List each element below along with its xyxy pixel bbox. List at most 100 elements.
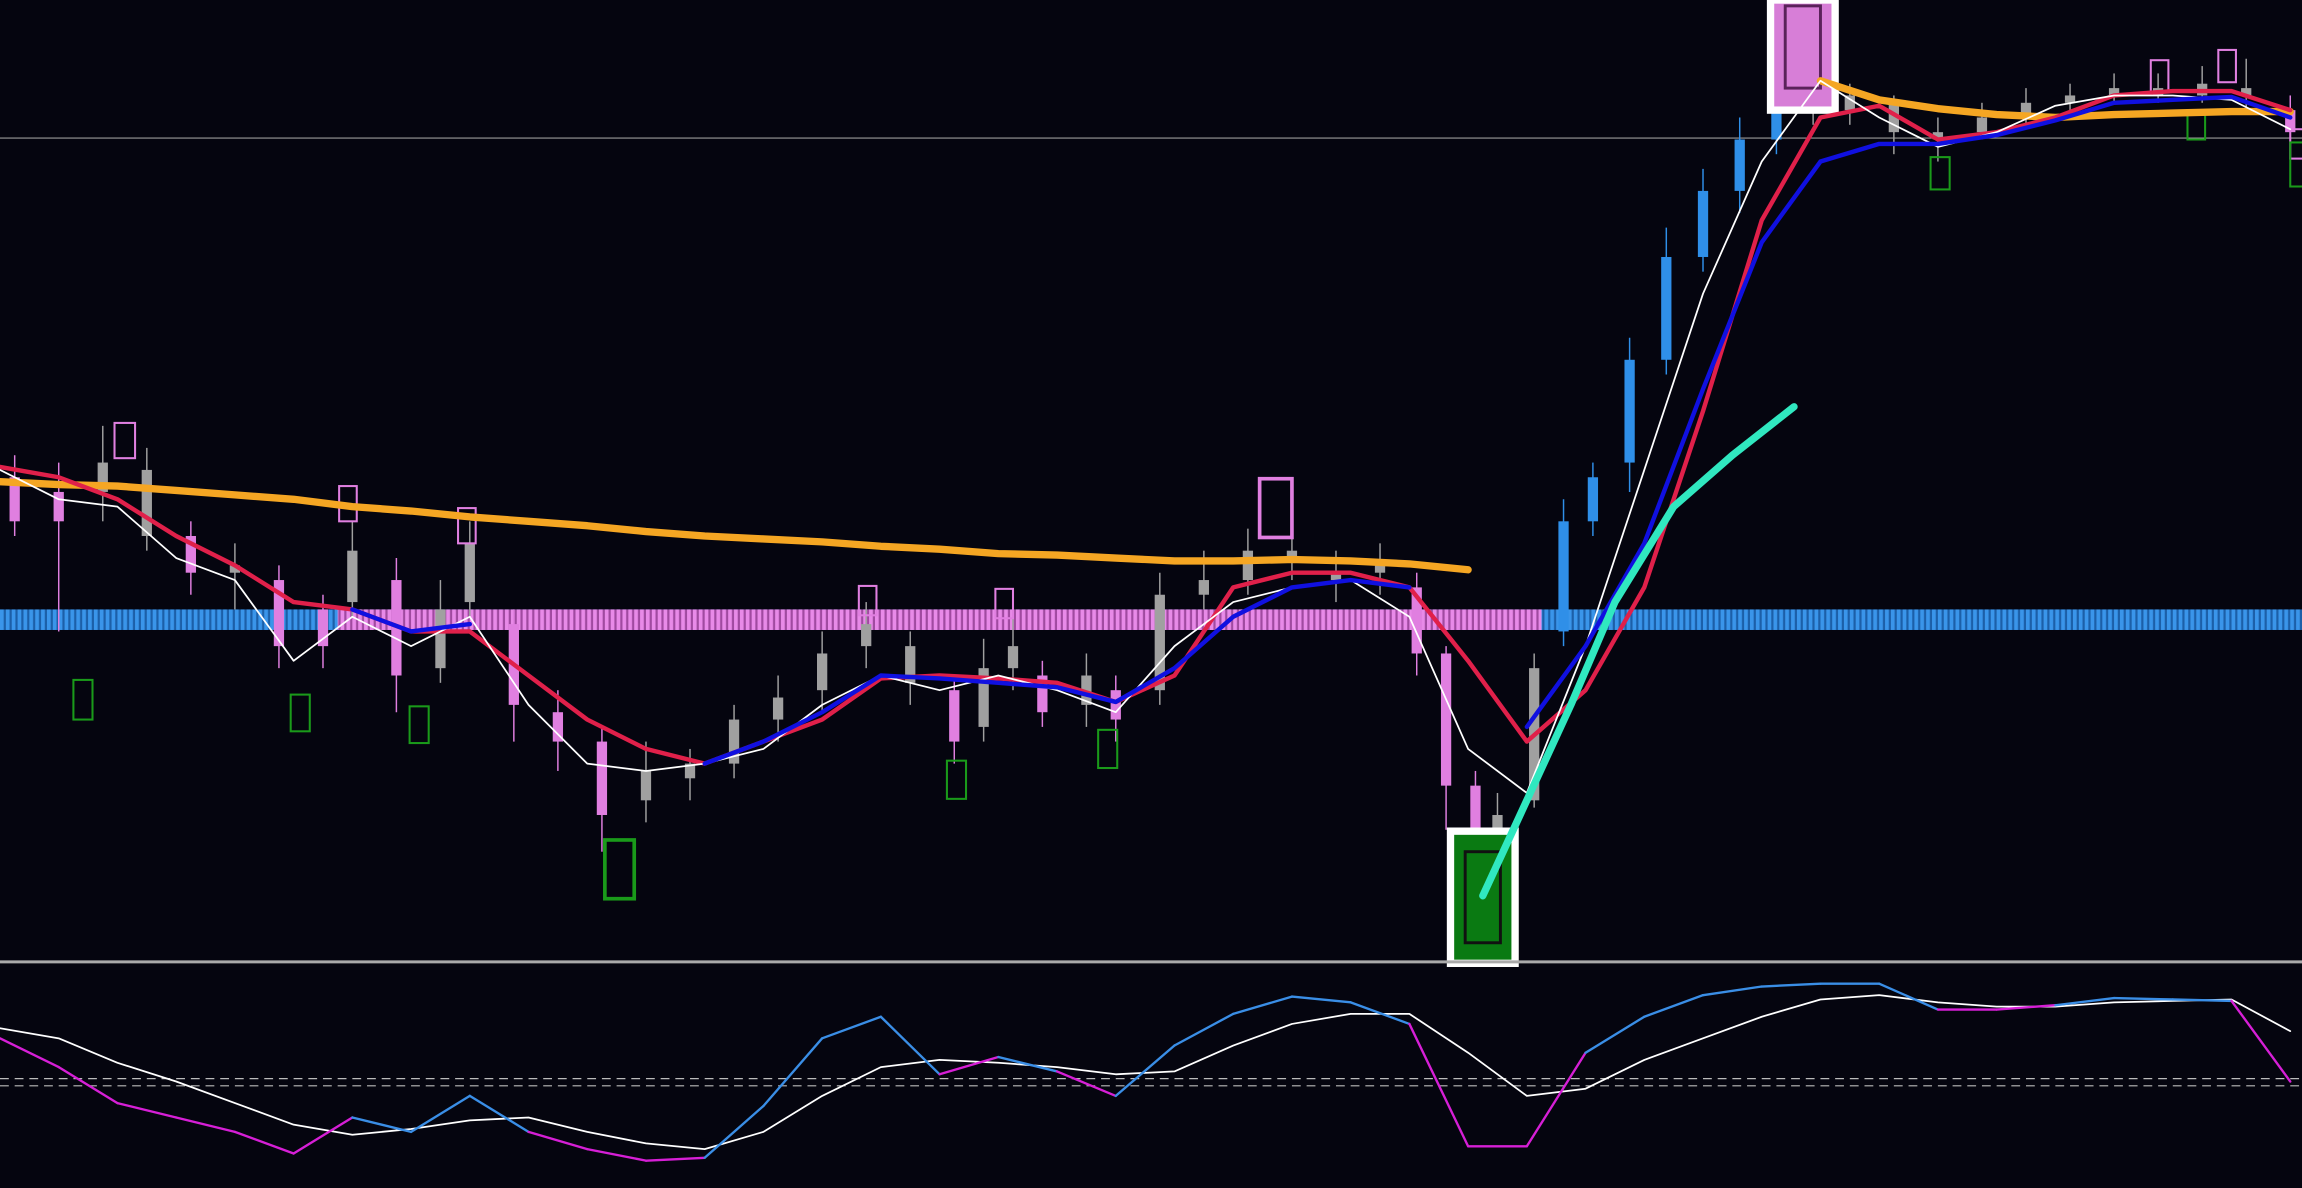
oscillator-segment: [1701, 985, 1763, 997]
candle-body: [1242, 550, 1254, 581]
oscillator-segment: [1173, 1012, 1235, 1047]
oscillator-segment: [2054, 996, 2116, 1007]
candle-body: [1374, 565, 1386, 573]
candle-body: [1697, 190, 1709, 257]
candle-body: [141, 469, 152, 536]
sell-signal: [457, 507, 477, 545]
candle-body: [435, 609, 446, 669]
oscillator-segment: [644, 1156, 706, 1162]
candle-body: [817, 653, 828, 691]
oscillator-segment: [1760, 982, 1822, 988]
oscillator-segment: [2230, 999, 2292, 1083]
candle-body: [273, 580, 285, 647]
oscillator-segment: [820, 1015, 883, 1040]
oscillator-segment: [997, 1055, 1059, 1073]
oscillator-segment: [2171, 998, 2233, 1003]
candle-body: [1976, 117, 1988, 133]
candle-body: [905, 646, 916, 683]
candle-body: [2020, 102, 2032, 118]
candle-body: [861, 624, 872, 647]
oscillator-segment: [292, 1116, 354, 1155]
candle-body: [229, 565, 241, 573]
oscillator-segment: [351, 1116, 413, 1134]
candle-body: [772, 697, 784, 720]
sell-signal: [857, 584, 878, 617]
oscillator-segment: [1114, 1044, 1176, 1098]
oscillator-segment: [527, 1130, 589, 1151]
buy-signal: [408, 705, 430, 745]
candle-body: [1007, 646, 1019, 669]
candle-body: [464, 543, 475, 603]
buy-signal: [1097, 728, 1119, 770]
strong-buy-signal-inner: [1463, 850, 1502, 945]
candle-body: [1198, 580, 1209, 595]
buy-signal: [2289, 141, 2302, 188]
candle-body: [1558, 521, 1569, 632]
candle-body: [2108, 88, 2120, 96]
candle-body: [1734, 139, 1745, 191]
oscillator-segment: [468, 1094, 530, 1134]
candle-body: [2241, 88, 2252, 96]
candle-body: [1624, 359, 1635, 463]
candle-body: [1470, 785, 1481, 845]
sell-signal: [113, 421, 137, 460]
oscillator-segment: [1584, 1015, 1646, 1054]
candle-body: [728, 719, 740, 764]
candle-body: [949, 690, 960, 742]
oscillator-segment: [2112, 996, 2174, 1001]
candle-body: [640, 770, 652, 801]
candle-body: [1888, 102, 1900, 133]
oscillator-segment: [1408, 1022, 1470, 1148]
oscillator-segment: [1349, 1001, 1411, 1026]
candle-body: [347, 550, 358, 603]
candle-body: [1330, 572, 1342, 581]
candle-body: [978, 668, 989, 727]
signal-line: [0, 994, 2292, 1151]
sell-signal: [1257, 476, 1294, 540]
candle-body: [596, 741, 608, 816]
candle-body: [9, 477, 20, 522]
oscillator-segment: [938, 1055, 1000, 1076]
buy-signal: [289, 693, 311, 733]
oscillator-segment: [1995, 1004, 2057, 1011]
candle-body: [1154, 594, 1165, 691]
candle-body: [1661, 256, 1672, 360]
candle-body: [1037, 675, 1048, 713]
sell-signal: [994, 587, 1015, 620]
buy-signal: [945, 759, 968, 800]
candle-body: [2064, 95, 2076, 103]
sell-signal: [2217, 48, 2237, 84]
oscillator-segment: [0, 1037, 60, 1069]
oscillator-segment: [174, 1116, 237, 1134]
oscillator-segment: [57, 1065, 119, 1105]
oscillator-panel: [0, 982, 2302, 1162]
oscillator-segment: [409, 1094, 471, 1134]
candle-body: [1771, 95, 1782, 140]
moving-average: [1479, 403, 1798, 900]
candle-body: [317, 609, 329, 647]
candle-body: [1110, 690, 1121, 720]
candle-body: [97, 462, 108, 492]
moving-average: [0, 79, 2292, 794]
candle-body: [1587, 477, 1599, 522]
candle-body: [185, 535, 196, 573]
oscillator-segment: [1232, 995, 1294, 1016]
strong-sell-signal-inner: [1783, 4, 1822, 90]
candle-body: [1844, 95, 1855, 111]
oscillator-segment: [1878, 982, 1940, 1011]
buy-signal: [603, 838, 637, 901]
oscillator-segment: [1290, 995, 1352, 1004]
candle-body: [684, 763, 696, 779]
moving-averages: [0, 77, 2294, 900]
oscillator-segment: [879, 1015, 941, 1076]
oscillator-segment: [116, 1101, 178, 1119]
candle-body: [1440, 653, 1452, 786]
candle-body: [1286, 550, 1298, 559]
buy-signal: [72, 678, 94, 721]
oscillator-segment: [1525, 1051, 1587, 1148]
oscillator-segment: [586, 1147, 648, 1162]
oscillator-segment: [1643, 993, 1705, 1018]
